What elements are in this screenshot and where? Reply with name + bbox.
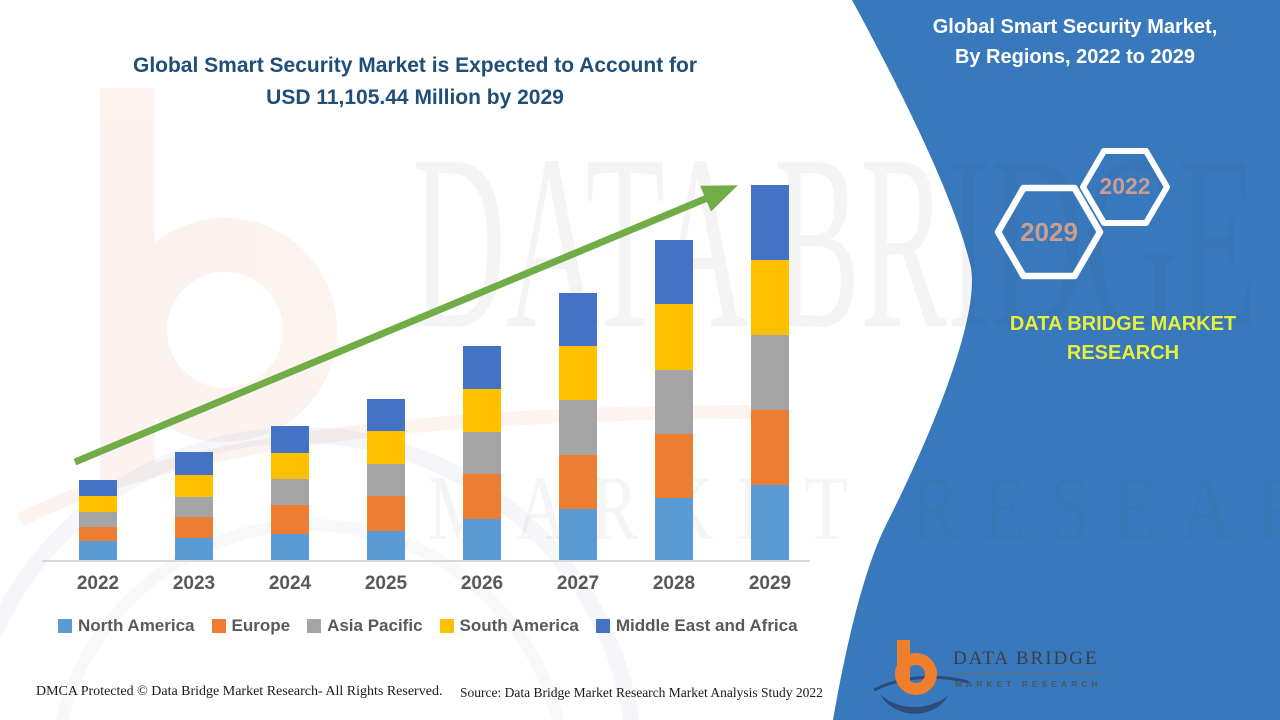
- bar-2023: [175, 452, 213, 560]
- bar-segment-2022-north-america: [79, 541, 117, 560]
- page-title: Global Smart Security Market is Expected…: [80, 50, 750, 114]
- bar-segment-2026-north-america: [463, 519, 501, 560]
- side-panel-heading-line2: By Regions, 2022 to 2029: [954, 46, 1196, 68]
- bar-segment-2026-middle-east-and-africa: [463, 346, 501, 389]
- legend-item-south-america: South America: [439, 616, 579, 636]
- page-title-line1: Global Smart Security Market is Expected…: [132, 54, 698, 77]
- hexagon-year-2022: 2022: [1099, 173, 1151, 199]
- legend-label: Middle East and Africa: [615, 616, 798, 635]
- logo-b-bowl: [895, 653, 937, 695]
- x-axis-label-2022: 2022: [76, 573, 120, 594]
- bar-segment-2029-europe: [751, 410, 789, 485]
- legend-swatch-icon: [595, 619, 610, 633]
- bar-segment-2027-asia-pacific: [559, 400, 597, 455]
- bar-2027: [559, 293, 597, 560]
- brand-name-line2: RESEARCH: [1066, 342, 1180, 364]
- x-axis-label-2025: 2025: [364, 573, 408, 594]
- bar-segment-2027-north-america: [559, 509, 597, 560]
- data-bridge-logo: [873, 640, 969, 714]
- bar-segment-2029-north-america: [751, 485, 789, 560]
- chart-legend: North America Europe Asia Pacific South Ame…: [58, 616, 838, 636]
- bar-segment-2025-north-america: [367, 531, 405, 560]
- bar-segment-2024-north-america: [271, 534, 309, 560]
- bar-segment-2025-middle-east-and-africa: [367, 399, 405, 431]
- bar-2025: [367, 399, 405, 560]
- logo-wordmark: DATA BRIDGE: [953, 648, 1099, 674]
- stacked-bar-plot-area: [45, 185, 805, 560]
- bar-segment-2028-middle-east-and-africa: [655, 240, 693, 304]
- legend-label: North America: [78, 616, 195, 635]
- bar-segment-2022-asia-pacific: [79, 512, 117, 527]
- bar-segment-2023-south-america: [175, 475, 213, 497]
- bar-segment-2028-north-america: [655, 498, 693, 560]
- bar-segment-2027-south-america: [559, 346, 597, 400]
- logo-bridge-line: [873, 675, 969, 692]
- bar-segment-2028-europe: [655, 434, 693, 498]
- bar-segment-2026-asia-pacific: [463, 432, 501, 474]
- brand-name-line1: DATA BRIDGE MARKET: [1009, 313, 1237, 335]
- legend-item-north-america: North America: [58, 616, 195, 636]
- footer-dmca-text: DMCA Protected © Data Bridge Market Rese…: [36, 684, 443, 699]
- bar-segment-2024-asia-pacific: [271, 479, 309, 505]
- bar-segment-2023-asia-pacific: [175, 497, 213, 517]
- bar-segment-2028-south-america: [655, 304, 693, 370]
- logo-swoosh: [880, 694, 948, 714]
- bar-2024: [271, 426, 309, 560]
- bar-2029: [751, 185, 789, 560]
- side-panel-heading: Global Smart Security Market, By Regions…: [893, 12, 1257, 72]
- page-title-line2: USD 11,105.44 Million by 2029: [266, 86, 564, 109]
- x-axis-label-2023: 2023: [172, 573, 216, 594]
- bar-segment-2023-north-america: [175, 538, 213, 560]
- bar-segment-2024-europe: [271, 505, 309, 534]
- footer-source-text: Source: Data Bridge Market Research Mark…: [460, 685, 823, 700]
- legend-label: Asia Pacific: [327, 616, 423, 635]
- bar-segment-2022-europe: [79, 527, 117, 541]
- bar-segment-2023-middle-east-and-africa: [175, 452, 213, 475]
- bar-segment-2023-europe: [175, 517, 213, 538]
- bar-2022: [79, 480, 117, 560]
- brand-name-yellow: DATA BRIDGE MARKET RESEARCH: [978, 310, 1268, 368]
- bar-segment-2025-south-america: [367, 431, 405, 464]
- bar-2026: [463, 346, 501, 560]
- bar-segment-2029-asia-pacific: [751, 335, 789, 410]
- legend-swatch-icon: [58, 619, 72, 633]
- x-axis-label-2029: 2029: [748, 573, 792, 594]
- x-axis-label-2028: 2028: [652, 573, 696, 594]
- legend-item-asia-pacific: Asia Pacific: [307, 616, 423, 636]
- bar-segment-2025-asia-pacific: [367, 464, 405, 496]
- x-axis-baseline: [42, 560, 810, 562]
- legend-item-middle-east-and-africa: Middle East and Africa: [595, 616, 798, 636]
- legend-swatch-icon: [307, 619, 322, 633]
- bar-segment-2024-south-america: [271, 453, 309, 479]
- bar-segment-2028-asia-pacific: [655, 370, 693, 434]
- bar-segment-2029-south-america: [751, 260, 789, 335]
- bar-segment-2022-south-america: [79, 496, 117, 512]
- bar-segment-2026-europe: [463, 474, 501, 519]
- bar-segment-2025-europe: [367, 496, 405, 531]
- bar-2028: [655, 240, 693, 560]
- legend-label: Europe: [231, 616, 291, 635]
- bar-segment-2027-europe: [559, 455, 597, 509]
- bar-segment-2026-south-america: [463, 389, 501, 432]
- legend-item-europe: Europe: [211, 616, 291, 636]
- legend-swatch-icon: [211, 619, 226, 633]
- bar-segment-2022-middle-east-and-africa: [79, 480, 117, 496]
- x-axis-label-2026: 2026: [460, 573, 504, 594]
- logo-wordmark-subtitle: MARKET RESEARCH: [955, 679, 1102, 689]
- bar-segment-2027-middle-east-and-africa: [559, 293, 597, 346]
- bar-segment-2024-middle-east-and-africa: [271, 426, 309, 453]
- x-axis-labels: 2022 2023 2024 2025 2026 2027 2028 2029: [45, 573, 805, 601]
- hexagon-year-2029: 2029: [1020, 217, 1078, 247]
- legend-label: South America: [459, 616, 579, 635]
- side-panel-heading-line1: Global Smart Security Market,: [932, 16, 1218, 38]
- bar-segment-2029-middle-east-and-africa: [751, 185, 789, 260]
- x-axis-label-2024: 2024: [268, 573, 312, 594]
- legend-swatch-icon: [439, 619, 454, 633]
- x-axis-label-2027: 2027: [556, 573, 600, 594]
